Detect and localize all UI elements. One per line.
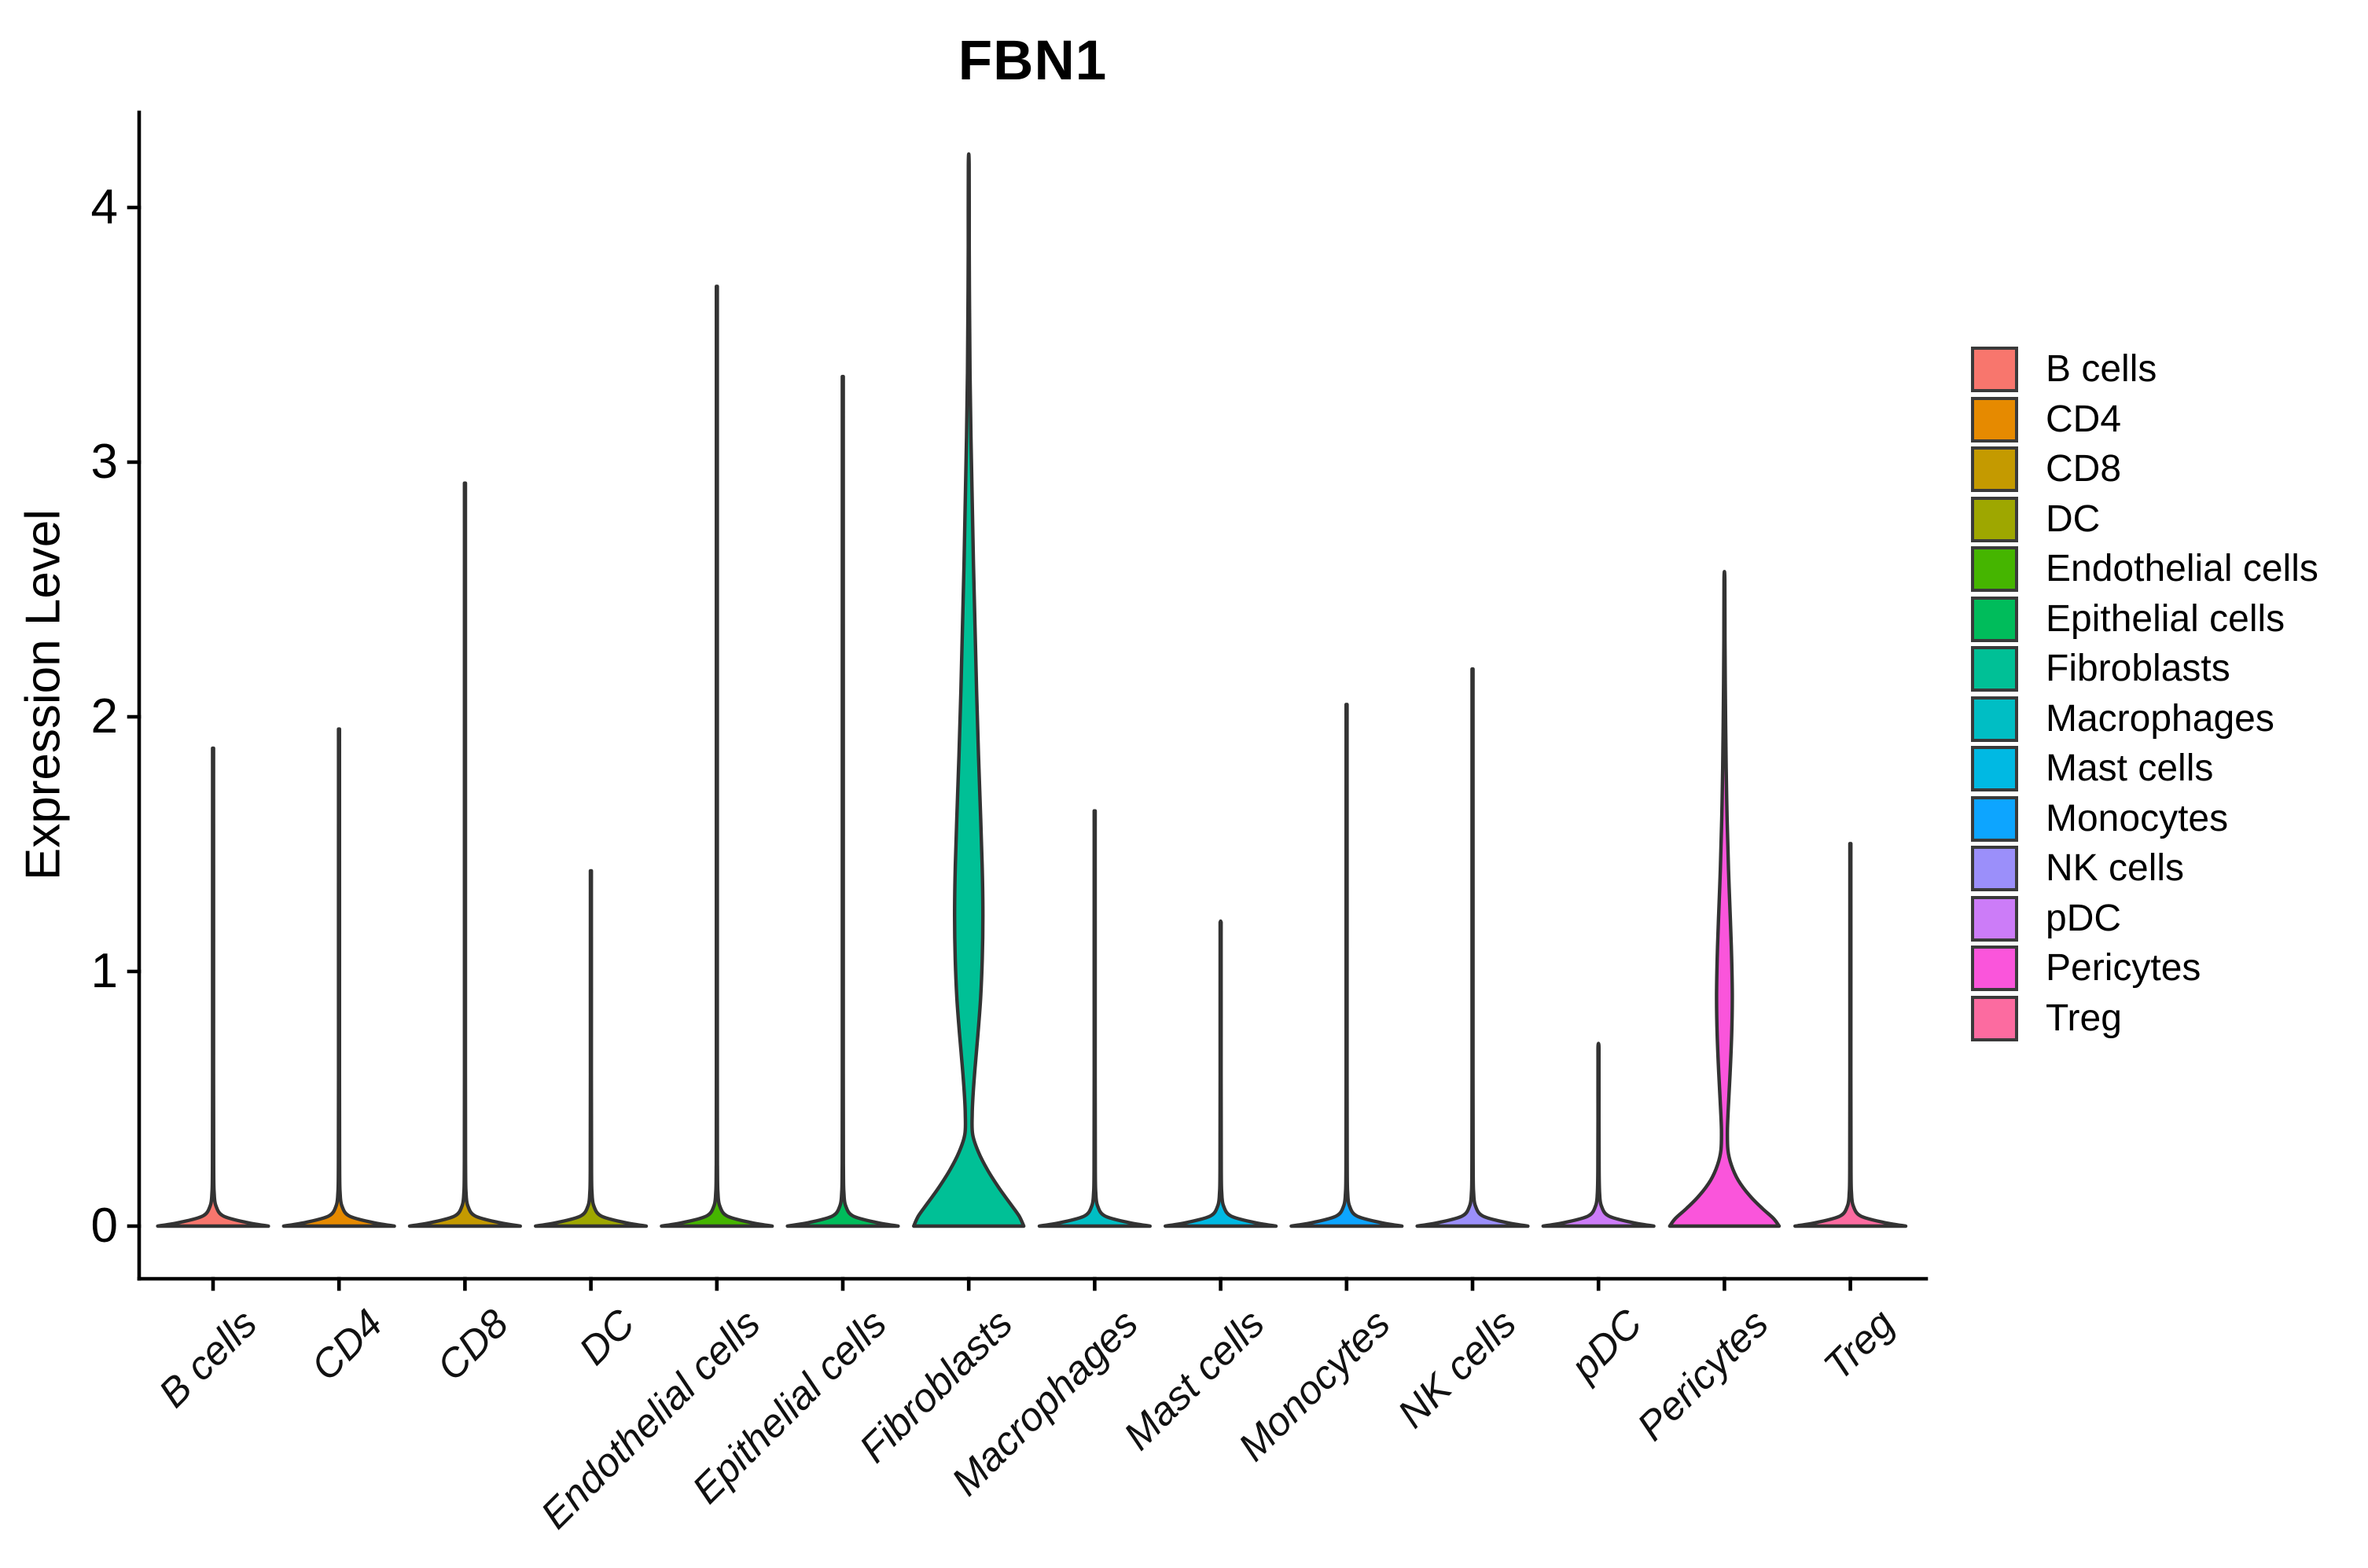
legend-label-fibroblasts: Fibroblasts	[2046, 648, 2230, 689]
legend-swatch-dc	[1971, 496, 2018, 542]
legend-swatch-fibroblasts	[1971, 646, 2018, 692]
violin-monocytes	[1289, 703, 1404, 1228]
violin-endothelial-cells	[660, 285, 774, 1228]
violin-treg	[1793, 842, 1908, 1228]
y-tick-label-2: 2	[90, 689, 118, 744]
legend-swatch-nk-cells	[1971, 846, 2018, 891]
legend-swatch-b-cells	[1971, 347, 2018, 392]
y-axis-label: Expression Level	[16, 509, 71, 881]
legend-swatch-epithelial-cells	[1971, 596, 2018, 642]
chart-title: FBN1	[958, 30, 1108, 92]
legend-label-monocytes: Monocytes	[2046, 797, 2229, 839]
legend-label-endothelial-cells: Endothelial cells	[2046, 548, 2318, 589]
violin-fibroblasts	[912, 152, 1026, 1228]
legend-swatch-treg	[1971, 995, 2018, 1041]
legend-swatch-cd4	[1971, 396, 2018, 442]
legend-swatch-endothelial-cells	[1971, 546, 2018, 592]
legend-swatch-monocytes	[1971, 795, 2018, 842]
legend-swatch-pericytes	[1971, 946, 2018, 991]
violins	[156, 152, 1908, 1228]
violin-pdc	[1541, 1041, 1656, 1228]
legend-label-b-cells: B cells	[2046, 348, 2157, 390]
y-tick-label-0: 0	[90, 1199, 118, 1253]
axes	[127, 110, 1929, 1291]
legend-label-dc: DC	[2046, 498, 2101, 540]
violin-dc	[534, 868, 649, 1228]
legend-swatch-pdc	[1971, 895, 2018, 942]
legend-label-pericytes: Pericytes	[2046, 947, 2201, 989]
violin-nk-cells	[1415, 666, 1530, 1228]
legend-label-epithelial-cells: Epithelial cells	[2046, 597, 2285, 640]
legend-swatch-macrophages	[1971, 696, 2018, 742]
legend-label-pdc: pDC	[2046, 897, 2122, 939]
legend-swatch-cd8	[1971, 446, 2018, 492]
violin-mast-cells	[1164, 919, 1278, 1228]
violin-b-cells	[156, 746, 270, 1228]
y-tick-label-1: 1	[90, 944, 118, 998]
violin-cd4	[281, 727, 396, 1228]
violin-epithelial-cells	[785, 374, 900, 1228]
violin-cd8	[407, 481, 522, 1228]
legend-label-mast-cells: Mast cells	[2046, 747, 2214, 789]
legend-label-cd8: CD8	[2046, 448, 2122, 490]
legend-label-treg: Treg	[2046, 997, 2122, 1039]
violin-pericytes	[1668, 570, 1782, 1228]
violin-macrophages	[1037, 809, 1152, 1228]
legend-label-macrophages: Macrophages	[2046, 697, 2274, 740]
legend-label-nk-cells: NK cells	[2046, 847, 2185, 889]
legend-label-cd4: CD4	[2046, 398, 2122, 440]
legend-swatch-mast-cells	[1971, 746, 2018, 791]
y-tick-label-4: 4	[90, 180, 118, 234]
y-tick-label-3: 3	[90, 435, 118, 489]
